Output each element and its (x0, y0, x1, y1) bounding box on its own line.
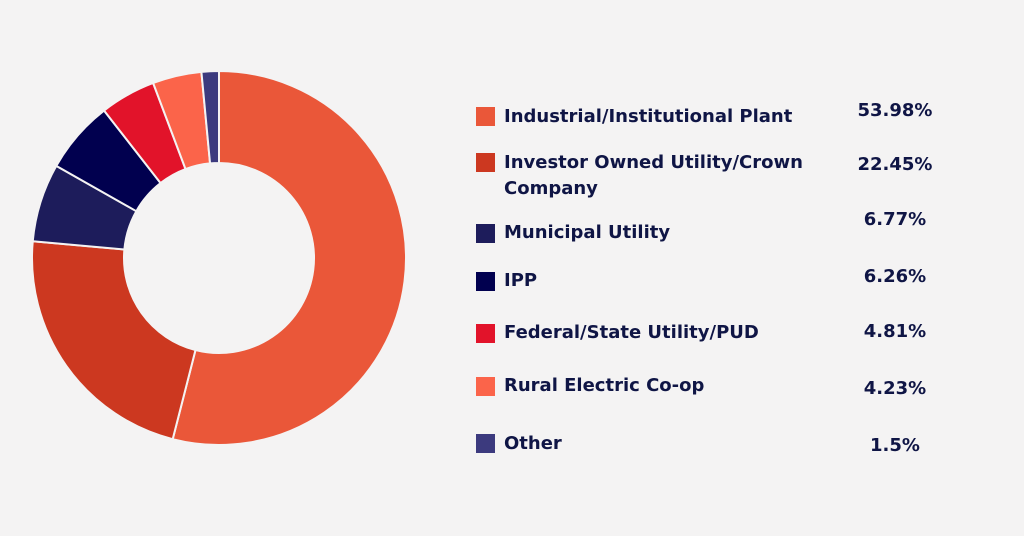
legend-swatch (476, 434, 495, 453)
legend-label: Rural Electric Co-op (504, 375, 705, 396)
legend-swatch (476, 107, 495, 126)
legend-label: IPP (504, 270, 538, 291)
legend-value: 22.45% (857, 154, 933, 175)
donut-slice-industrial-institutional-plant (171, 69, 407, 446)
legend-value: 1.5% (870, 435, 920, 456)
legend-swatch (476, 272, 495, 291)
legend-value: 6.26% (863, 266, 927, 287)
legend-label: Investor Owned Utility/Crown Company (504, 152, 803, 199)
legend-swatch (476, 324, 495, 343)
legend-label: Municipal Utility (504, 222, 671, 243)
legend-value: 4.81% (863, 321, 927, 342)
legend-value: 4.23% (863, 378, 927, 399)
legend-swatch (476, 377, 495, 396)
donut-slice-other (200, 69, 220, 165)
legend-label: Other (504, 433, 562, 454)
legend-label: Industrial/Institutional Plant (504, 106, 793, 127)
legend-swatch (476, 224, 495, 243)
donut-chart (31, 69, 407, 446)
legend-swatch (476, 153, 495, 172)
legend-value: 6.77% (863, 209, 927, 230)
legend-value: 53.98% (857, 100, 933, 121)
donut-slice-investor-owned-utility-crown-company (31, 240, 197, 441)
legend-label: Federal/State Utility/PUD (504, 322, 759, 343)
